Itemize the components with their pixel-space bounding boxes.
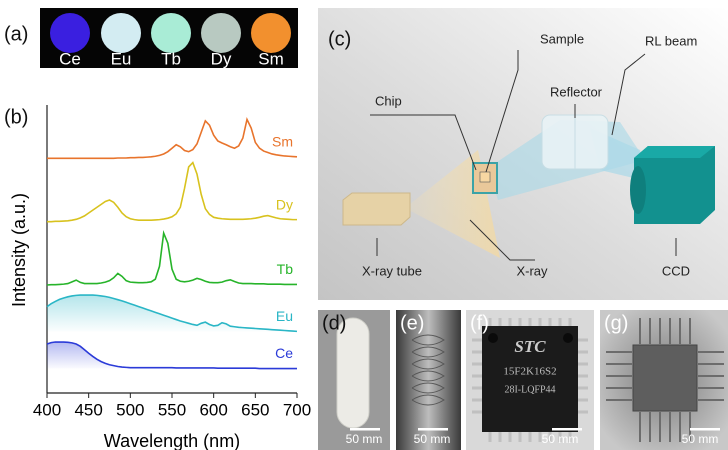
- diagram-label: RL beam: [645, 33, 697, 48]
- panel-label: (e): [400, 312, 424, 334]
- x-tick-label: 400: [33, 400, 61, 419]
- x-tick-label: 650: [241, 400, 269, 419]
- y-axis-title: Intensity (a.u.): [9, 193, 29, 307]
- scale-bar: [690, 428, 720, 431]
- series-label: Sm: [272, 134, 293, 150]
- x-tick-label: 450: [74, 400, 102, 419]
- area-fill: [47, 295, 297, 331]
- panel-label: (b): [4, 106, 28, 128]
- series-line: [47, 233, 297, 285]
- xray-chip-core: [633, 345, 697, 411]
- diagram-label: Reflector: [550, 84, 603, 99]
- x-tick-label: 600: [199, 400, 227, 419]
- sample-photo: [201, 13, 241, 53]
- sample-photo: [101, 13, 141, 53]
- panel-label: (g): [604, 312, 628, 334]
- sample: [480, 172, 490, 182]
- series-label: Tb: [277, 261, 294, 277]
- x-axis-title: Wavelength (nm): [104, 431, 240, 450]
- chip-dot: [563, 333, 573, 343]
- scale-bar-label: 50 mm: [682, 432, 719, 446]
- diagram-label: Sample: [540, 31, 584, 46]
- ccd-lens: [630, 166, 646, 214]
- series-label: Ce: [275, 345, 293, 361]
- area-fill: [47, 342, 297, 369]
- chip-dot: [488, 333, 498, 343]
- series-label: Dy: [276, 196, 293, 212]
- panel-label: (d): [322, 312, 346, 334]
- x-tick-label: 700: [283, 400, 311, 419]
- scale-bar: [350, 428, 380, 431]
- chip-marking: 15F2K16S2: [503, 366, 556, 378]
- scale-bar-label: 50 mm: [346, 432, 383, 446]
- diagram-label: X-ray: [516, 263, 548, 278]
- capsule: [337, 318, 369, 428]
- photo-label: Dy: [211, 49, 232, 68]
- spectra-chart: Intensity (a.u.) Wavelength (nm) 400 450 5…: [9, 105, 311, 450]
- photo-label: Ce: [59, 49, 81, 68]
- xray-tube: [343, 193, 410, 225]
- scale-bar: [552, 428, 582, 431]
- photo-label: Eu: [111, 49, 132, 68]
- chip-marking: STC: [514, 337, 546, 356]
- sample-photo: [50, 13, 90, 53]
- x-tick-label: 500: [116, 400, 144, 419]
- photo-label: Sm: [258, 49, 284, 68]
- panel-label: (a): [4, 23, 28, 45]
- sample-photo: [251, 13, 291, 53]
- chip-marking: 28I-LQFP44: [504, 384, 555, 395]
- photo-label: Tb: [161, 49, 181, 68]
- x-tick-label: 550: [158, 400, 186, 419]
- panel-label: (c): [328, 28, 351, 50]
- series-label: Eu: [276, 308, 293, 324]
- diagram-label: X-ray tube: [362, 263, 422, 278]
- scale-bar-label: 50 mm: [542, 432, 579, 446]
- diagram-label: Chip: [375, 93, 402, 108]
- sample-photo: [151, 13, 191, 53]
- series-line: [47, 119, 297, 158]
- scale-bar: [418, 428, 448, 431]
- diagram-label: CCD: [662, 263, 690, 278]
- series-line: [47, 163, 297, 222]
- panel-label: (f): [470, 312, 489, 334]
- figure: Ce Eu Tb Dy Sm (a) (b) Intensity (a.u.) …: [0, 0, 728, 450]
- scale-bar-label: 50 mm: [414, 432, 451, 446]
